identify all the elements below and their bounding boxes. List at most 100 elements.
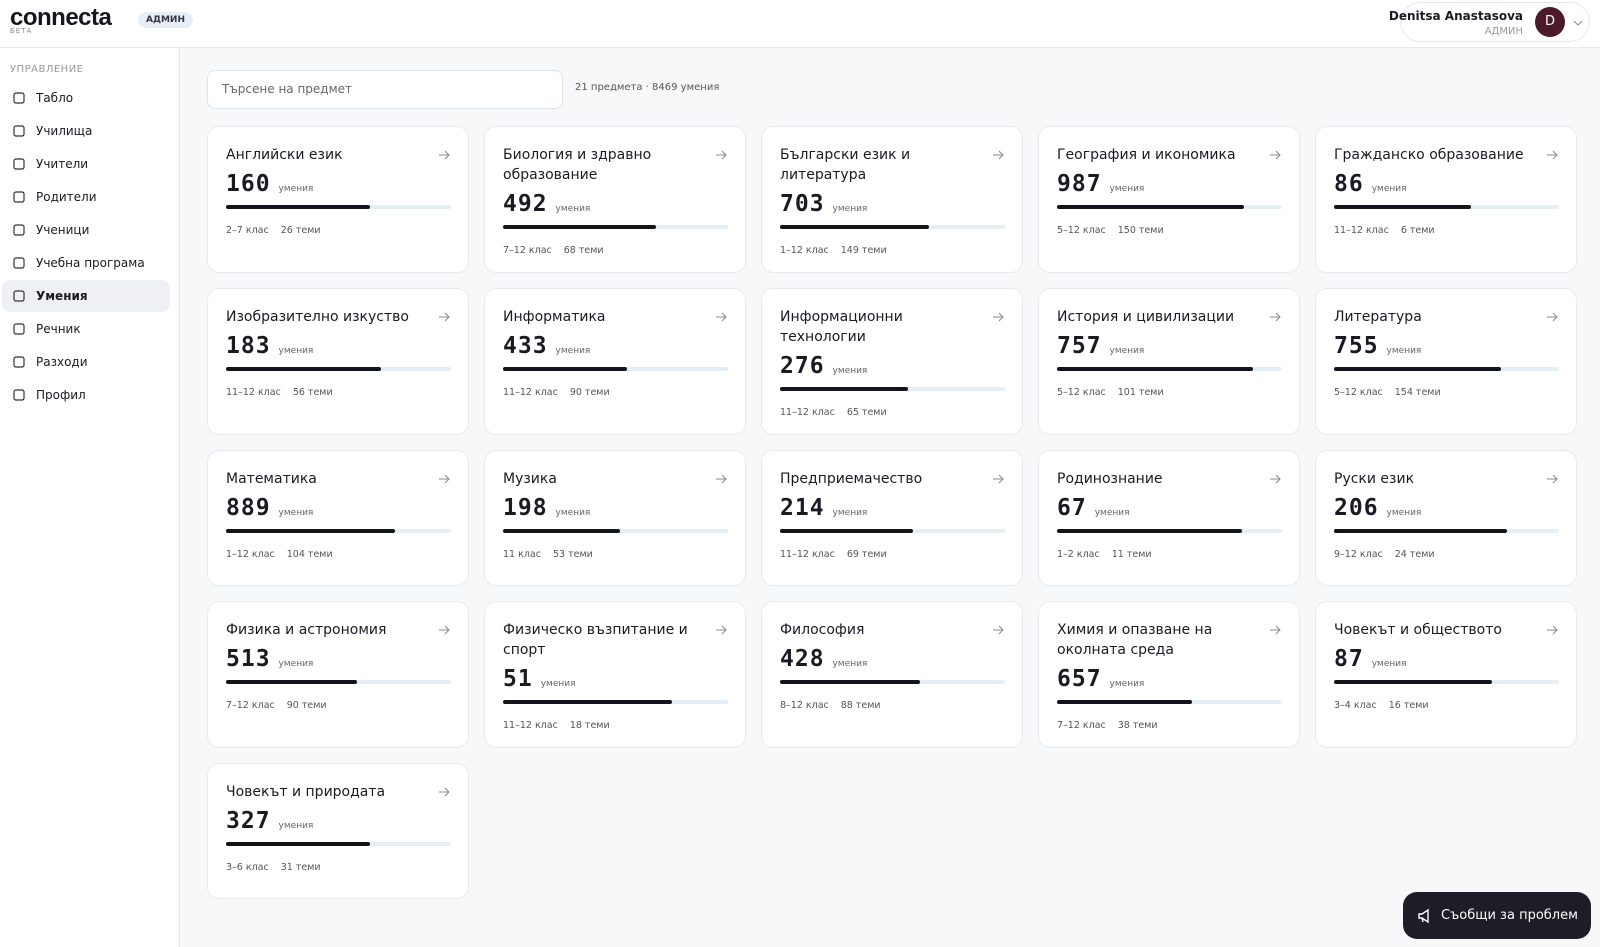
progress-fill [1057, 205, 1244, 209]
card-count: 889 [226, 495, 271, 521]
subject-card[interactable]: Биология и здравно образование 492 умения 7… [484, 126, 746, 273]
card-count: 87 [1334, 646, 1364, 672]
card-meta: 3–6 клас 31 теми [226, 862, 450, 873]
card-count: 276 [780, 353, 825, 379]
card-meta: 8–12 клас 88 теми [780, 700, 1004, 711]
card-title: Български език и литература [780, 147, 911, 183]
card-arrow [992, 145, 1004, 164]
card-grades: 7–12 клас [503, 245, 552, 256]
subject-card[interactable]: Английски език 160 умения 2–7 клас 26 теми [207, 126, 469, 273]
subject-card[interactable]: Гражданско образование 86 умения 11–12 клас… [1315, 126, 1577, 273]
nav-item[interactable]: Профил [2, 379, 170, 411]
arrow-icon [993, 474, 1004, 484]
subject-card[interactable]: Изобразително изкуство 183 умения 11–12 кла… [207, 288, 469, 435]
nav-item[interactable]: Учебна програма [2, 247, 170, 279]
nav-item[interactable]: Ученици [2, 214, 170, 246]
subject-card[interactable]: Човекът и обществото 87 умения 3–4 клас 16 т… [1315, 601, 1577, 748]
arrow-icon [439, 625, 450, 635]
subject-card[interactable]: Физическо възпитание и спорт 51 умения 11–1… [484, 601, 746, 748]
nav-icon [13, 290, 25, 302]
progress-track [1334, 205, 1559, 209]
subject-card[interactable]: Руски език 206 умения 9–12 клас 24 теми [1315, 450, 1577, 586]
subject-card[interactable]: Информационни технологии 276 умения 11–12 к… [761, 288, 1023, 435]
user-menu[interactable]: Denitsa Anastasova АДМИН D [1389, 2, 1590, 42]
arrow-icon [1547, 312, 1558, 322]
nav-item[interactable]: Умения [2, 280, 170, 312]
card-arrow [1546, 145, 1558, 164]
progress-track [1334, 680, 1559, 684]
card-topics: 24 теми [1394, 549, 1435, 560]
nav-item[interactable]: Разходи [2, 346, 170, 378]
card-grades: 5–12 клас [1057, 225, 1106, 236]
arrow-icon [1270, 474, 1281, 484]
card-arrow [992, 620, 1004, 639]
card-unit: умения [278, 659, 314, 669]
card-topics: 16 теми [1388, 700, 1429, 711]
card-meta: 11–12 клас 18 теми [503, 720, 727, 731]
card-unit: умения [278, 821, 314, 831]
card-count: 160 [226, 171, 271, 197]
progress-track [226, 529, 451, 533]
report-button[interactable]: Съобщи за проблем [1403, 892, 1591, 939]
card-count: 86 [1334, 171, 1364, 197]
nav-label: Учители [36, 157, 89, 171]
card-meta: 11–12 клас 90 теми [503, 387, 727, 398]
logo[interactable]: connecta [10, 4, 112, 31]
card-topics: 38 теми [1117, 720, 1158, 731]
subject-card[interactable]: Физика и астрономия 513 умения 7–12 клас 90 … [207, 601, 469, 748]
subject-card[interactable]: Информатика 433 умения 11–12 клас 90 теми [484, 288, 746, 435]
card-title: Химия и опазване на околната среда [1057, 622, 1213, 658]
card-count: 433 [503, 333, 548, 359]
card-unit: умения [832, 204, 868, 214]
card-meta: 5–12 клас 154 теми [1334, 387, 1558, 398]
card-topics: 53 теми [552, 549, 593, 560]
arrow-icon [1547, 474, 1558, 484]
arrow-icon [1270, 150, 1281, 160]
nav-item[interactable]: Училища [2, 115, 170, 147]
card-count-row: 987 умения [1057, 165, 1281, 197]
subject-card[interactable]: Химия и опазване на околната среда 657 уме… [1038, 601, 1300, 748]
card-count-row: 492 умения [503, 185, 727, 217]
nav-icon [13, 257, 25, 269]
card-count: 755 [1334, 333, 1379, 359]
card-meta: 3–4 клас 16 теми [1334, 700, 1558, 711]
subject-card[interactable]: Математика 889 умения 1–12 клас 104 теми [207, 450, 469, 586]
nav-item[interactable]: Речник [2, 313, 170, 345]
subject-card[interactable]: Човекът и природата 327 умения 3–6 клас 31 т… [207, 763, 469, 899]
nav-item[interactable]: Табло [2, 82, 170, 114]
nav-item[interactable]: Родители [2, 181, 170, 213]
summary: 21 предмета · 8469 умения [575, 82, 720, 93]
subject-card[interactable]: История и цивилизации 757 умения 5–12 клас 1… [1038, 288, 1300, 435]
card-unit: умения [1386, 346, 1422, 356]
card-unit: умения [278, 346, 314, 356]
card-unit: умения [1386, 508, 1422, 518]
subject-card[interactable]: Философия 428 умения 8–12 клас 88 теми [761, 601, 1023, 748]
arrow-icon [1270, 625, 1281, 635]
progress-fill [226, 367, 382, 371]
card-topics: 31 теми [280, 862, 321, 873]
nav-icon [13, 191, 25, 203]
card-meta: 11–12 клас 65 теми [780, 407, 1004, 418]
card-arrow [715, 307, 727, 326]
progress-track [226, 367, 451, 371]
arrow-icon [439, 312, 450, 322]
subject-card[interactable]: Предприемачество 214 умения 11–12 клас 69 те… [761, 450, 1023, 586]
card-arrow [438, 620, 450, 639]
card-title: Родинознание [1057, 471, 1163, 487]
card-count: 51 [503, 666, 533, 692]
card-arrow [1546, 620, 1558, 639]
card-grades: 11–12 клас [503, 720, 558, 731]
subject-card[interactable]: Музика 198 умения 11 клас 53 теми [484, 450, 746, 586]
card-arrow [438, 469, 450, 488]
card-topics: 18 теми [569, 720, 610, 731]
subject-card[interactable]: Родинознание 67 умения 1–2 клас 11 теми [1038, 450, 1300, 586]
search-input[interactable]: Търсене на предмет [207, 70, 563, 109]
progress-fill [780, 387, 909, 391]
user-role: АДМИН [1484, 26, 1523, 37]
nav-item[interactable]: Учители [2, 148, 170, 180]
subject-card[interactable]: Литература 755 умения 5–12 клас 154 теми [1315, 288, 1577, 435]
arrow-icon [439, 787, 450, 797]
subject-card[interactable]: География и икономика 987 умения 5–12 клас 1… [1038, 126, 1300, 273]
subject-card[interactable]: Български език и литература 703 умения 1–12… [761, 126, 1023, 273]
